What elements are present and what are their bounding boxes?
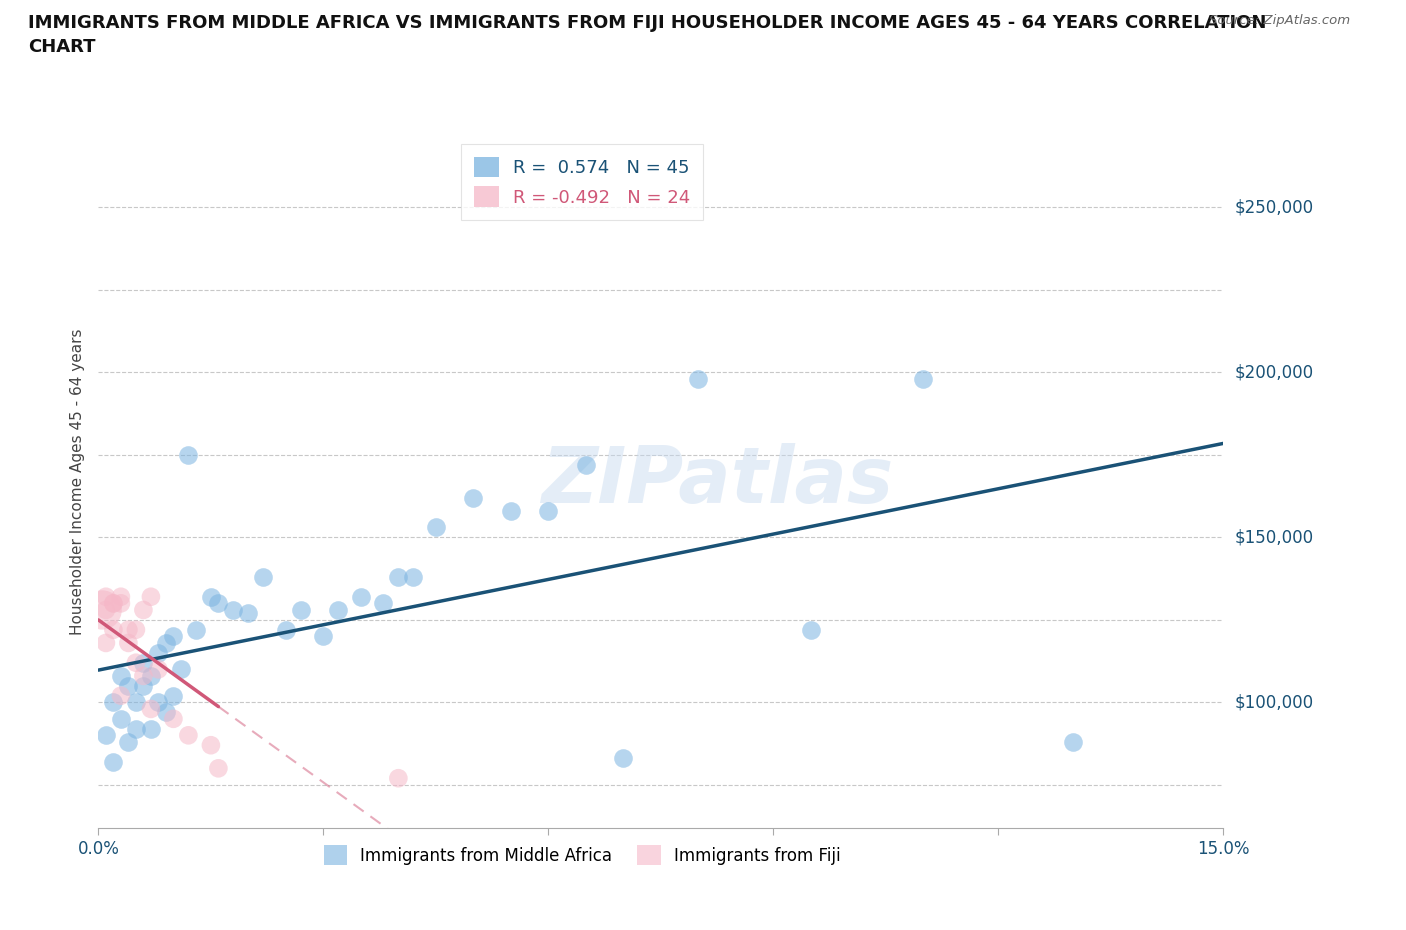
Point [155, 635, 177, 650]
Point [499, 503, 522, 518]
Point [537, 503, 560, 518]
Point [117, 635, 139, 650]
Point [373, 596, 395, 611]
Point [800, 622, 823, 637]
Point [94, 728, 117, 743]
Text: Source: ZipAtlas.com: Source: ZipAtlas.com [1209, 14, 1350, 27]
Point [274, 622, 297, 637]
Point [110, 669, 132, 684]
Point [103, 754, 125, 769]
Text: $150,000: $150,000 [1234, 528, 1313, 546]
Text: ZIPatlas: ZIPatlas [541, 444, 893, 519]
Point [238, 605, 260, 620]
Point [170, 662, 193, 677]
Point [125, 722, 148, 737]
Point [252, 569, 274, 584]
Text: IMMIGRANTS FROM MIDDLE AFRICA VS IMMIGRANTS FROM FIJI HOUSEHOLDER INCOME AGES 45: IMMIGRANTS FROM MIDDLE AFRICA VS IMMIGRA… [28, 14, 1267, 56]
Point [94, 635, 117, 650]
Point [177, 447, 200, 462]
Point [110, 590, 132, 604]
Point [402, 569, 425, 584]
Point [312, 629, 335, 644]
Point [162, 688, 184, 703]
Point [162, 629, 184, 644]
Point [110, 688, 132, 703]
Point [350, 590, 373, 604]
Point [94, 590, 117, 604]
Text: $250,000: $250,000 [1234, 198, 1313, 217]
Point [328, 603, 350, 618]
Y-axis label: Householder Income Ages 45 - 64 years: Householder Income Ages 45 - 64 years [69, 328, 84, 634]
Text: $100,000: $100,000 [1234, 694, 1313, 711]
Point [139, 669, 162, 684]
Point [110, 711, 132, 726]
Point [200, 737, 222, 752]
Point [94, 603, 117, 618]
Point [1062, 735, 1084, 750]
Point [387, 771, 409, 786]
Legend: Immigrants from Middle Africa, Immigrants from Fiji: Immigrants from Middle Africa, Immigrant… [316, 839, 848, 871]
Point [207, 761, 229, 776]
Point [139, 590, 162, 604]
Point [425, 520, 447, 535]
Point [575, 458, 598, 472]
Point [155, 705, 177, 720]
Point [117, 735, 139, 750]
Point [387, 569, 409, 584]
Point [290, 603, 312, 618]
Point [148, 695, 170, 710]
Point [688, 372, 710, 387]
Point [117, 622, 139, 637]
Point [110, 596, 132, 611]
Point [117, 678, 139, 693]
Point [177, 728, 200, 743]
Point [222, 603, 245, 618]
Point [103, 622, 125, 637]
Point [612, 751, 634, 766]
Text: $200,000: $200,000 [1234, 364, 1313, 381]
Point [148, 662, 170, 677]
Point [463, 490, 485, 505]
Point [132, 656, 155, 671]
Point [132, 678, 155, 693]
Point [125, 695, 148, 710]
Point [139, 722, 162, 737]
Point [125, 656, 148, 671]
Point [148, 645, 170, 660]
Point [103, 596, 125, 611]
Point [207, 596, 229, 611]
Point [139, 701, 162, 716]
Point [103, 596, 125, 611]
Point [132, 669, 155, 684]
Point [91, 603, 114, 618]
Point [132, 603, 155, 618]
Point [200, 590, 222, 604]
Point [125, 622, 148, 637]
Point [912, 372, 935, 387]
Point [184, 622, 207, 637]
Point [162, 711, 184, 726]
Point [103, 695, 125, 710]
